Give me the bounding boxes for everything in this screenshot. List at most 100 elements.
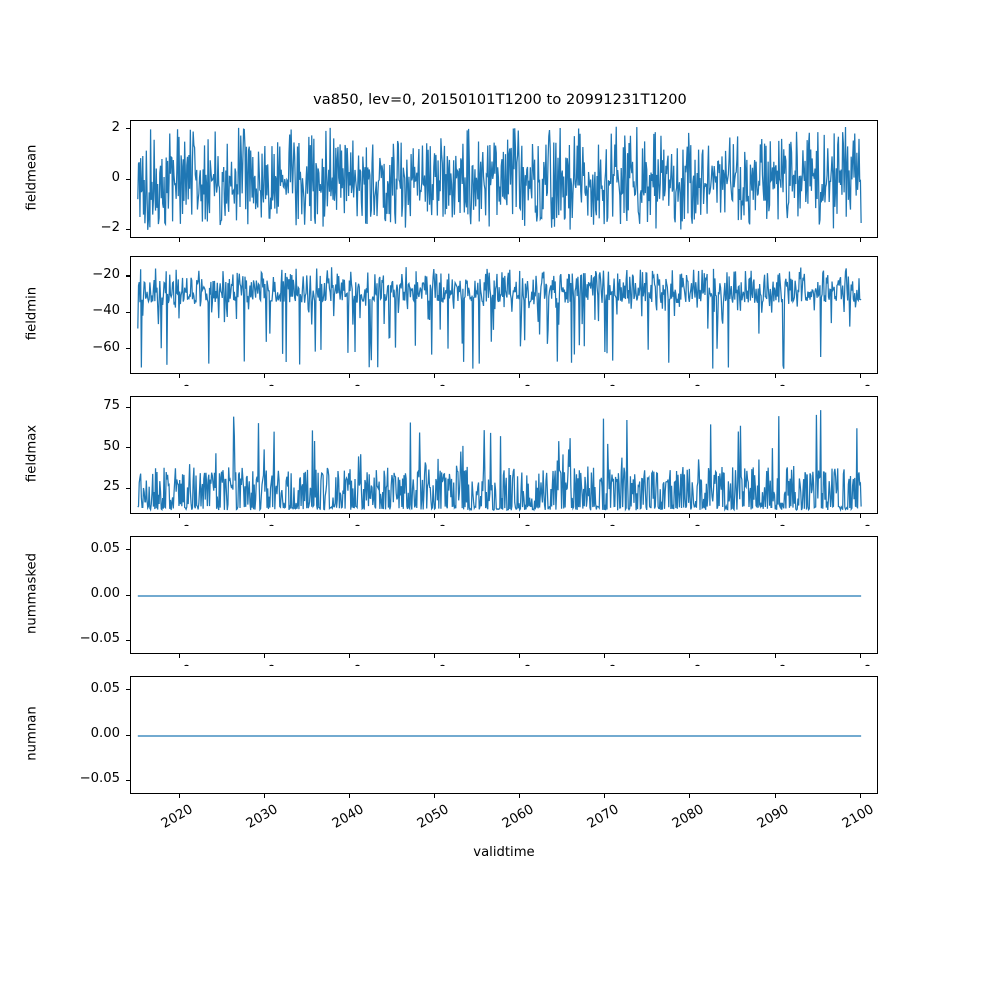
x-tick-mark bbox=[604, 374, 606, 378]
y-tick-label: 0 bbox=[111, 170, 120, 185]
y-tick-mark bbox=[126, 406, 130, 408]
x-tick-mark bbox=[689, 654, 691, 658]
y-tick-mark bbox=[126, 487, 130, 489]
x-tick-label: 2040 bbox=[329, 802, 367, 832]
chart-title: va850, lev=0, 20150101T1200 to 20991231T… bbox=[313, 92, 687, 108]
y-tick-mark bbox=[126, 639, 130, 641]
series-fieldmax bbox=[137, 410, 862, 512]
x-tick-mark bbox=[263, 374, 265, 378]
x-tick-mark bbox=[519, 514, 521, 518]
x-tick-mark bbox=[774, 794, 776, 798]
x-tick-mark bbox=[604, 654, 606, 658]
x-tick-mark bbox=[178, 654, 180, 658]
x-tick-mark bbox=[859, 514, 861, 518]
subplot-label-clip bbox=[0, 386, 1000, 396]
x-tick-mark bbox=[263, 794, 265, 798]
subplot-fieldmax bbox=[130, 396, 878, 514]
x-tick-label: 2100 bbox=[840, 802, 877, 832]
x-tick-mark bbox=[859, 374, 861, 378]
subplot-fieldmean bbox=[130, 120, 878, 238]
x-tick-mark bbox=[178, 374, 180, 378]
x-tick-mark bbox=[434, 374, 436, 378]
x-tick-mark bbox=[263, 654, 265, 658]
y-tick-mark bbox=[126, 348, 130, 350]
y-tick-label: 0.00 bbox=[90, 726, 120, 741]
x-tick-mark bbox=[774, 374, 776, 378]
x-tick-mark bbox=[178, 794, 180, 798]
x-tick-mark bbox=[434, 238, 436, 242]
y-tick-mark bbox=[126, 228, 130, 230]
y-tick-label: −0.05 bbox=[79, 631, 120, 647]
y-tick-mark bbox=[126, 178, 130, 180]
y-tick-mark bbox=[126, 689, 130, 691]
x-tick-mark bbox=[859, 238, 861, 242]
x-tick-mark bbox=[774, 238, 776, 242]
x-tick-mark bbox=[689, 238, 691, 242]
y-tick-label: 50 bbox=[103, 438, 120, 454]
x-tick-mark bbox=[349, 514, 351, 518]
x-tick-label: 2070 bbox=[584, 802, 622, 832]
x-tick-label: 2080 bbox=[669, 802, 707, 832]
subplot-label-clip bbox=[0, 666, 1000, 676]
subplot-fieldmin bbox=[130, 256, 878, 374]
y-tick-mark bbox=[126, 447, 130, 449]
y-tick-mark bbox=[126, 734, 130, 736]
data-line bbox=[137, 267, 862, 369]
data-line bbox=[137, 126, 862, 230]
x-tick-label: 2050 bbox=[414, 802, 452, 832]
x-tick-mark bbox=[434, 514, 436, 518]
x-tick-mark bbox=[519, 654, 521, 658]
y-tick-label: 2 bbox=[111, 119, 120, 135]
y-tick-label: 75 bbox=[103, 398, 120, 414]
subplot-nummasked bbox=[130, 536, 878, 654]
x-tick-mark bbox=[263, 514, 265, 518]
y-tick-mark bbox=[126, 594, 130, 596]
x-tick-mark bbox=[178, 514, 180, 518]
x-tick-mark bbox=[434, 654, 436, 658]
y-tick-mark bbox=[126, 275, 130, 277]
x-tick-mark bbox=[774, 514, 776, 518]
x-tick-mark bbox=[604, 514, 606, 518]
x-tick-label: 2060 bbox=[499, 802, 537, 832]
y-tick-label: −0.05 bbox=[79, 771, 120, 787]
y-tick-mark bbox=[126, 128, 130, 130]
series-nummasked bbox=[137, 595, 862, 597]
x-tick-mark bbox=[689, 514, 691, 518]
x-tick-label: 2090 bbox=[754, 802, 792, 832]
subplot-numnan bbox=[130, 676, 878, 794]
y-tick-mark bbox=[126, 779, 130, 781]
y-tick-label: −40 bbox=[92, 303, 120, 319]
x-tick-mark bbox=[604, 238, 606, 242]
y-tick-label: −20 bbox=[92, 266, 120, 282]
x-tick-mark bbox=[604, 794, 606, 798]
x-tick-mark bbox=[689, 794, 691, 798]
y-tick-label: 0.05 bbox=[90, 680, 120, 696]
y-tick-mark bbox=[126, 549, 130, 551]
x-tick-mark bbox=[349, 654, 351, 658]
y-tick-label: −2 bbox=[100, 220, 120, 236]
x-axis-label: validtime bbox=[473, 845, 535, 860]
x-tick-mark bbox=[349, 238, 351, 242]
y-tick-label: −60 bbox=[92, 339, 120, 355]
data-line bbox=[137, 410, 862, 512]
y-tick-mark bbox=[126, 311, 130, 313]
y-tick-label: 25 bbox=[103, 479, 120, 495]
series-fieldmin bbox=[137, 267, 862, 369]
x-tick-mark bbox=[263, 238, 265, 242]
x-tick-mark bbox=[519, 374, 521, 378]
series-numnan bbox=[137, 735, 862, 737]
y-tick-label: 0.00 bbox=[90, 586, 120, 601]
subplot-label-clip bbox=[0, 526, 1000, 536]
x-tick-mark bbox=[434, 794, 436, 798]
x-tick-mark bbox=[859, 794, 861, 798]
x-tick-label: 2020 bbox=[159, 802, 196, 832]
x-tick-mark bbox=[859, 654, 861, 658]
x-tick-mark bbox=[178, 238, 180, 242]
series-fieldmean bbox=[137, 126, 862, 230]
x-tick-mark bbox=[349, 794, 351, 798]
x-tick-mark bbox=[774, 654, 776, 658]
x-tick-mark bbox=[349, 374, 351, 378]
y-tick-label: 0.05 bbox=[90, 540, 120, 556]
x-tick-mark bbox=[519, 238, 521, 242]
